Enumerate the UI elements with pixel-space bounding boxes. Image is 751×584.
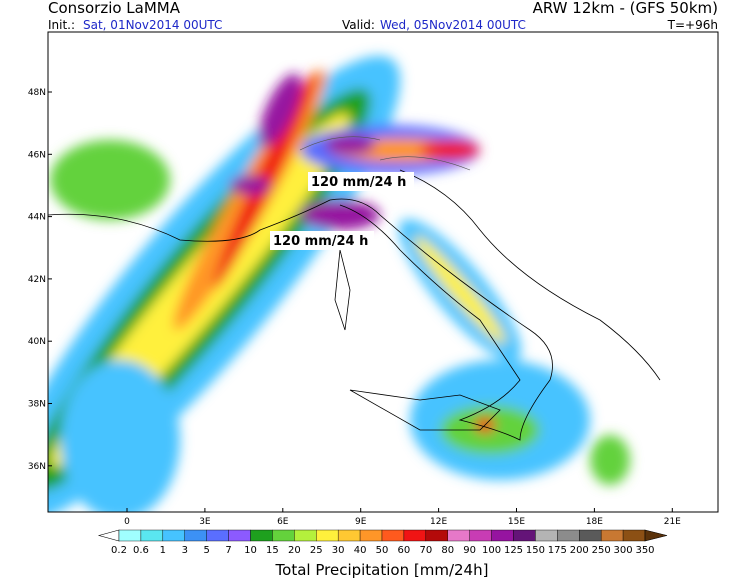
colorbar-segment [272, 529, 295, 542]
colorbar-segment [228, 529, 251, 542]
colorbar-label: 150 [526, 545, 545, 556]
annotation: 120 mm/24 h [273, 234, 368, 249]
colorbar-label: 60 [398, 545, 411, 556]
lead-time: T=+96h [667, 18, 718, 32]
lon-label: 21E [664, 517, 681, 527]
colorbar-label: 1 [160, 545, 166, 556]
colorbar-label: 350 [635, 545, 654, 556]
colorbar-segment [140, 529, 164, 542]
lon-label: 12E [430, 517, 447, 527]
colorbar-segment [184, 529, 207, 542]
colorbar-segment [447, 529, 470, 542]
lon-label: 0 [124, 517, 130, 527]
colorbar-label: 70 [419, 545, 432, 556]
colorbar-segment [316, 529, 339, 542]
colorbar-label: 30 [332, 545, 345, 556]
colorbar-label: 0.6 [133, 545, 149, 556]
colorbar-label: 250 [592, 545, 611, 556]
lon-label: 18E [586, 517, 603, 527]
colorbar-label: 200 [570, 545, 589, 556]
colorbar-segment [513, 529, 536, 542]
valid-time: Wed, 05Nov2014 00UTC [380, 18, 526, 32]
colorbar-segment [359, 529, 383, 542]
colorbar-low [97, 529, 120, 542]
colorbar-segment [425, 529, 448, 542]
colorbar-segment [250, 529, 273, 542]
colorbar-label: 90 [463, 545, 476, 556]
lon-label: 3E [199, 517, 211, 527]
precip-field [48, 32, 718, 512]
map-frame [47, 31, 719, 513]
colorbar-segment [557, 529, 580, 542]
lat-label: 48N [28, 88, 46, 98]
colorbar-label: 10 [244, 545, 257, 556]
colorbar-label: 3 [182, 545, 188, 556]
legend-title: Total Precipitation [mm/24h] [275, 561, 489, 579]
colorbar-segment [381, 529, 405, 542]
colorbar-segment [491, 529, 514, 542]
colorbar-segment [622, 529, 646, 542]
colorbar-label: 100 [482, 545, 501, 556]
lat-label: 44N [28, 213, 46, 223]
annotation: 120 mm/24 h [311, 175, 406, 190]
annotation-box [308, 172, 414, 191]
colorbar-label: 300 [614, 545, 633, 556]
colorbar-segment [337, 529, 361, 542]
colorbar-label: 125 [504, 545, 523, 556]
colorbar-segment [579, 529, 602, 542]
lon-label: 6E [277, 517, 289, 527]
colorbar-label: 5 [203, 545, 209, 556]
colorbar-label: 0.2 [111, 545, 127, 556]
colorbar-segment [600, 529, 624, 542]
lat-label: 46N [28, 150, 46, 160]
colorbar-high [644, 529, 668, 542]
colorbar-segment [403, 529, 427, 542]
colorbar-segment [206, 529, 229, 542]
lat-label: 40N [28, 337, 46, 347]
valid-label: Valid: [342, 18, 375, 32]
colorbar-segment [294, 529, 317, 542]
init-label: Init.: [48, 18, 75, 32]
annotation-box [270, 231, 374, 250]
colorbar-label: 40 [354, 545, 367, 556]
colorbar-segment [535, 529, 558, 542]
lat-label: 42N [28, 275, 46, 285]
model: ARW 12km - (GFS 50km) [533, 0, 718, 17]
colorbar-segment [118, 529, 142, 542]
colorbar-label: 20 [288, 545, 301, 556]
colorbar-label: 50 [376, 545, 389, 556]
lat-label: 38N [28, 400, 46, 410]
colorbar-label: 25 [310, 545, 323, 556]
init-time: Sat, 01Nov2014 00UTC [83, 18, 222, 32]
lat-label: 36N [28, 462, 46, 472]
colorbar-label: 80 [441, 545, 454, 556]
colorbar-label: 7 [225, 545, 231, 556]
lon-label: 9E [355, 517, 367, 527]
colorbar-segment [162, 529, 185, 542]
colorbar-label: 15 [266, 545, 279, 556]
title: Consorzio LaMMA [48, 0, 181, 17]
colorbar-segment [469, 529, 492, 542]
lon-label: 15E [508, 517, 525, 527]
colorbar-label: 175 [548, 545, 567, 556]
